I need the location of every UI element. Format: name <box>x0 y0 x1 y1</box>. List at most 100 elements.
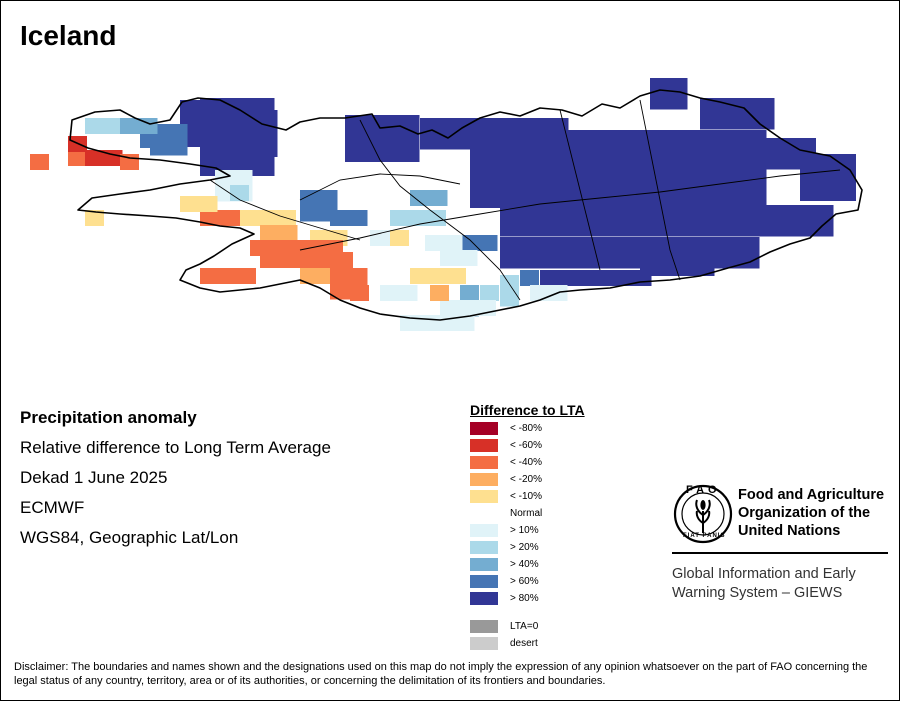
anomaly-cell <box>180 100 199 116</box>
fao-emblem-letters: FAO <box>686 484 721 496</box>
anomaly-cell <box>518 220 538 237</box>
anomaly-cell <box>703 205 723 221</box>
legend-label: Normal <box>510 508 543 519</box>
anomaly-cell <box>747 176 767 193</box>
fao-emblem-motto: FIAT PANIS <box>683 533 726 539</box>
admin-boundaries <box>209 99 841 301</box>
anomaly-cell <box>258 210 278 226</box>
anomaly-cell <box>363 146 383 162</box>
anomaly-cell <box>382 115 401 131</box>
info-line-3: ECMWF <box>20 498 85 517</box>
anomaly-cell <box>470 161 489 177</box>
anomaly-cell <box>599 161 619 177</box>
anomaly-cell <box>447 268 466 284</box>
anomaly-cell <box>562 190 582 207</box>
anomaly-cell <box>740 237 760 253</box>
anomaly-cell <box>710 130 730 146</box>
anomaly-cell <box>636 176 656 193</box>
anomaly-cell <box>200 129 219 145</box>
info-line-1: Relative difference to Long Term Average <box>20 438 331 457</box>
anomaly-cell <box>500 290 519 307</box>
legend-label: > 40% <box>510 559 539 570</box>
anomaly-cell <box>740 205 760 221</box>
anomaly-cell <box>618 145 637 162</box>
anomaly-cell <box>636 192 656 208</box>
fao-divider <box>672 552 888 554</box>
anomaly-cell <box>558 270 578 286</box>
anomaly-cell <box>500 252 519 269</box>
anomaly-cell <box>800 169 819 186</box>
anomaly-cell <box>710 176 730 193</box>
anomaly-cell <box>796 220 815 237</box>
anomaly-cell <box>555 252 575 269</box>
anomaly-cell <box>363 115 383 131</box>
legend-swatch <box>470 507 498 520</box>
anomaly-cell <box>443 235 463 251</box>
anomaly-grid <box>30 78 856 331</box>
info-heading: Precipitation anomaly <box>20 408 197 427</box>
anomaly-cell <box>574 220 593 237</box>
anomaly-cell <box>692 145 711 162</box>
legend-swatch <box>470 575 498 588</box>
anomaly-cell <box>382 130 401 147</box>
anomaly-cell <box>666 237 686 253</box>
anomaly-cell <box>488 175 508 191</box>
anomaly-cell <box>703 220 723 237</box>
anomaly-cell <box>300 205 319 222</box>
anomaly-cell <box>408 210 428 226</box>
anomaly-cell <box>737 98 756 114</box>
anomaly-cell <box>400 115 420 131</box>
legend-label: > 80% <box>510 593 539 604</box>
anomaly-cell <box>348 268 368 284</box>
anomaly-cell <box>68 150 87 166</box>
anomaly-cell <box>330 283 349 300</box>
fao-name-line-1: Food and Agriculture <box>738 487 885 503</box>
anomaly-cell <box>537 237 556 253</box>
anomaly-cell <box>390 210 409 226</box>
anomaly-cell <box>382 146 401 162</box>
anomaly-cell <box>260 225 279 241</box>
anomaly-cell <box>507 145 526 162</box>
anomaly-cell <box>428 190 448 206</box>
anomaly-cell <box>507 190 526 207</box>
anomaly-cell <box>544 190 563 207</box>
anomaly-cell <box>562 175 582 191</box>
anomaly-cell <box>500 275 519 291</box>
anomaly-cell <box>390 230 409 246</box>
anomaly-cell <box>425 235 444 251</box>
anomaly-cell <box>120 118 139 134</box>
map-title: Iceland <box>20 20 117 51</box>
anomaly-cell <box>760 153 779 170</box>
anomaly-cell <box>599 192 619 208</box>
legend-label: > 60% <box>510 576 539 587</box>
anomaly-cell <box>400 146 420 162</box>
anomaly-cell <box>685 220 704 237</box>
iceland-coastline <box>69 89 863 321</box>
legend-swatch <box>470 490 498 503</box>
anomaly-cell <box>737 113 756 130</box>
anomaly-cell <box>30 154 49 170</box>
anomaly-cell <box>729 176 748 193</box>
disclaimer: Disclaimer: The boundaries and names sho… <box>14 661 868 687</box>
anomaly-cell <box>581 192 600 208</box>
anomaly-cell <box>300 268 319 284</box>
anomaly-cell <box>837 154 856 170</box>
anomaly-cell <box>629 220 649 237</box>
anomaly-cell <box>666 205 686 221</box>
anomaly-cell <box>837 185 856 201</box>
anomaly-cell <box>685 205 704 221</box>
anomaly-cell <box>818 185 838 201</box>
anomaly-cell <box>240 125 259 142</box>
anomaly-cell <box>470 175 489 191</box>
anomaly-cell <box>562 145 582 162</box>
anomaly-cell <box>370 230 389 246</box>
anomaly-cell <box>759 220 778 237</box>
anomaly-cell <box>427 210 446 226</box>
anomaly-cell <box>629 205 649 221</box>
anomaly-cell <box>692 192 711 208</box>
anomaly-cell <box>574 237 593 253</box>
anomaly-cell <box>240 110 259 126</box>
anomaly-cell <box>618 176 637 193</box>
legend-swatch <box>470 592 498 605</box>
anomaly-cell <box>334 252 353 268</box>
